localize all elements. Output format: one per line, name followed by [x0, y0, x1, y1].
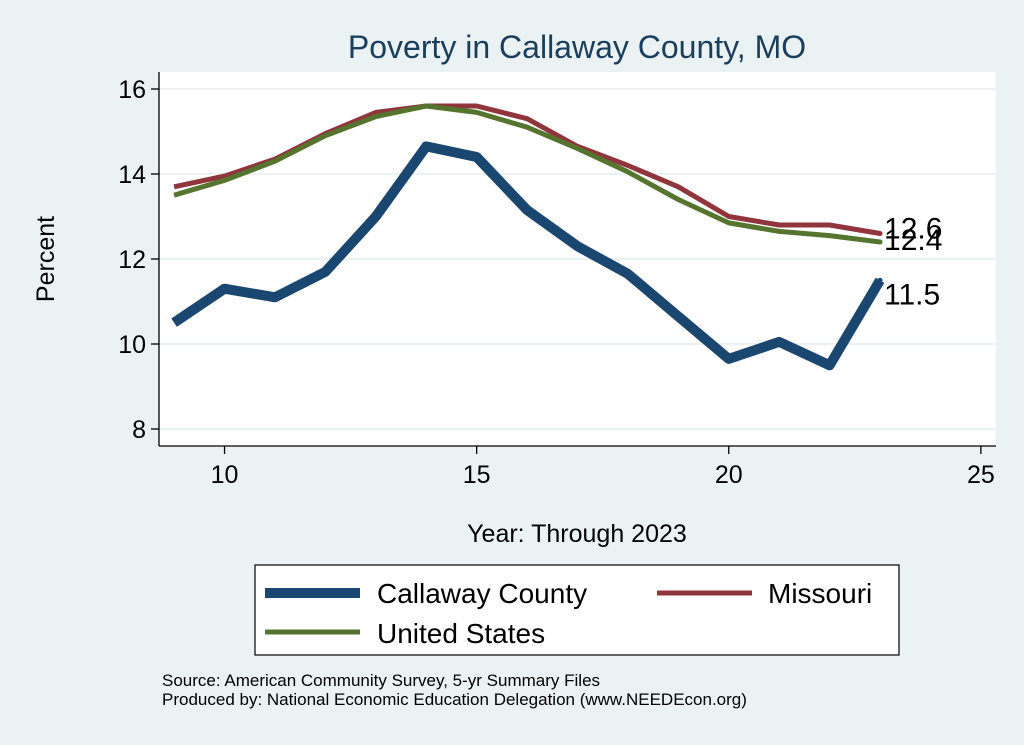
y-tick-label-14: 14 — [118, 161, 146, 189]
source-note: Source: American Community Survey, 5-yr … — [162, 671, 601, 690]
x-axis-title: Year: Through 2023 — [467, 520, 687, 548]
series-line-callaway-county — [171, 141, 885, 371]
series-line-united-states — [173, 103, 881, 245]
legend-box — [254, 564, 900, 656]
end-point-callaway-county — [877, 277, 883, 283]
gridlines — [159, 88, 996, 430]
legend-label-missouri: Missouri — [768, 578, 872, 609]
end-point-missouri — [877, 231, 883, 236]
y-tick-label-16: 16 — [118, 76, 146, 104]
y-axis-title: Percent — [32, 216, 60, 302]
x-tick-label-10: 10 — [211, 461, 239, 489]
legend-label-united-states: United States — [377, 618, 545, 649]
producer-note: Produced by: National Economic Education… — [162, 690, 747, 709]
x-tick-label-15: 15 — [463, 461, 491, 489]
axis-ticks: 8 10 12 14 16 10 15 20 25 — [118, 76, 995, 489]
x-tick-label-20: 20 — [715, 461, 743, 489]
y-tick-label-8: 8 — [132, 416, 146, 444]
legend: Callaway County Missouri United States — [254, 564, 900, 656]
end-labels: 11.5 12.612.4 — [884, 213, 942, 312]
legend-label-callaway-county: Callaway County — [377, 578, 587, 609]
y-tick-label-10: 10 — [118, 331, 146, 359]
chart-title: Poverty in Callaway County, MO — [348, 29, 806, 65]
end-label-callaway-county: 11.5 — [884, 278, 940, 311]
end-point-united-states — [877, 239, 883, 245]
x-tick-label-25: 25 — [967, 461, 995, 489]
end-label-missouri: 12.6 — [884, 213, 942, 246]
end-label-united-states: 12.4 — [884, 224, 942, 257]
y-tick-label-12: 12 — [118, 246, 146, 274]
series-lines — [171, 103, 885, 371]
